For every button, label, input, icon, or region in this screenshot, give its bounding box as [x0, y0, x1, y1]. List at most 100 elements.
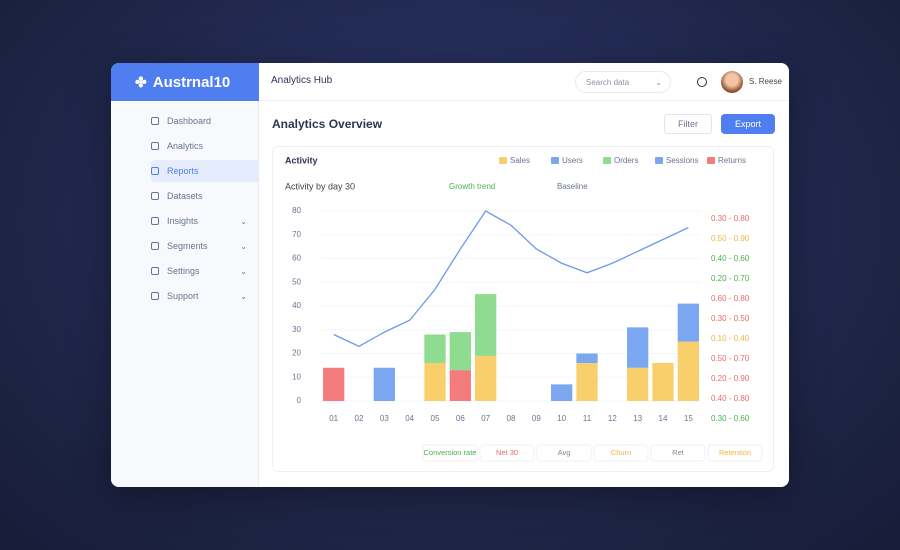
nav-icon	[151, 242, 159, 250]
y-tick-label: 50	[292, 277, 301, 286]
nav-item[interactable]: Insights ⌄	[151, 210, 259, 232]
nav-label: Dashboard	[167, 116, 212, 126]
nav-label: Settings	[167, 266, 200, 276]
y-tick-label: 40	[292, 301, 301, 310]
sidebar: Dashboard Analytics Reports Datasets Insight…	[111, 101, 259, 487]
brand-name: Austrnal10	[152, 73, 231, 91]
bar-segment	[551, 384, 573, 401]
nav-icon	[151, 217, 159, 225]
range-label: 0.40 - 0.60	[711, 254, 750, 263]
y-tick-label: 80	[292, 206, 301, 215]
footer-label: Conversion rate	[424, 448, 477, 457]
legend-swatch	[551, 157, 559, 164]
bar-segment	[677, 303, 699, 342]
nav-label: Reports	[167, 166, 199, 176]
brand-icon: ✤	[135, 73, 147, 90]
bar-segment	[424, 334, 446, 363]
search-placeholder: Search data	[586, 78, 630, 87]
bar-segment	[449, 370, 471, 401]
x-tick-label: 12	[608, 414, 617, 423]
x-tick-label: 10	[557, 414, 566, 423]
search-box[interactable]: Search data ⌄	[575, 71, 671, 93]
footer-pill	[422, 444, 478, 462]
nav-icon	[151, 167, 159, 175]
legend-label: Returns	[718, 156, 746, 165]
nav-label: Analytics	[167, 141, 204, 151]
footer-pill	[707, 444, 763, 462]
footer-label: Net 30	[496, 448, 518, 457]
x-tick-label: 07	[481, 414, 490, 423]
bar-segment	[373, 367, 395, 401]
bar-segment	[449, 332, 471, 371]
nav-chevron: ⌄	[240, 291, 247, 301]
bar-segment	[627, 327, 649, 368]
x-tick-label: 09	[532, 414, 541, 423]
footer-pill	[593, 444, 649, 462]
range-label: 0.50 - 0.90	[711, 234, 750, 243]
bar-segment	[323, 367, 345, 401]
card-title: Activity	[285, 155, 318, 165]
nav-item[interactable]: Analytics	[151, 135, 259, 157]
y-tick-label: 60	[292, 254, 301, 263]
brand[interactable]: ✤ Austrnal10	[111, 63, 259, 101]
nav-icon	[151, 117, 159, 125]
nav-icon	[151, 267, 159, 275]
chart-note: Baseline	[557, 182, 588, 191]
header-title: Analytics Hub	[271, 75, 333, 86]
x-tick-label: 04	[405, 414, 414, 423]
legend-swatch	[499, 157, 507, 164]
range-label: 0.20 - 0.70	[711, 274, 750, 283]
range-label: 0.10 - 0.40	[711, 334, 750, 343]
chart: Activity Activity by day 30 Growth trend Ba…	[285, 155, 763, 462]
nav-item[interactable]: Reports	[151, 160, 259, 182]
nav-item[interactable]: Dashboard	[151, 110, 259, 132]
range-label: 0.60 - 0.80	[711, 294, 750, 303]
nav-item[interactable]: Datasets	[151, 185, 259, 207]
bar-segment	[652, 363, 674, 401]
top-bar: Analytics Hub Search data ⌄ S. Reese	[259, 63, 789, 101]
range-label: 0.40 - 0.80	[711, 394, 750, 403]
x-tick-label: 11	[583, 414, 592, 423]
nav-chevron: ⌄	[240, 216, 247, 226]
nav-chevron: ⌄	[240, 241, 247, 251]
legend-label: Users	[562, 156, 583, 165]
footer-pill	[650, 444, 706, 462]
bar-segment	[576, 363, 598, 401]
footer-pill	[536, 444, 592, 462]
footer-pill	[479, 444, 535, 462]
legend-swatch	[707, 157, 715, 164]
nav-item[interactable]: Settings ⌄	[151, 260, 259, 282]
legend-label: Orders	[614, 156, 638, 165]
x-tick-label: 15	[684, 414, 693, 423]
avatar[interactable]	[721, 71, 743, 93]
card-subtitle: Activity by day 30	[285, 181, 355, 191]
nav-item[interactable]: Segments ⌄	[151, 235, 259, 257]
export-button[interactable]: Export	[721, 114, 775, 134]
nav-item[interactable]: Support ⌄	[151, 285, 259, 307]
y-tick-label: 0	[297, 396, 302, 405]
x-tick-label: 03	[380, 414, 389, 423]
x-tick-label: 14	[659, 414, 668, 423]
app-window: ✤ Austrnal10 Dashboard Analytics Reports Da…	[111, 63, 789, 487]
bar-segment	[677, 341, 699, 401]
footer-label: Avg	[558, 448, 571, 457]
nav-icon	[151, 142, 159, 150]
y-tick-label: 20	[292, 349, 301, 358]
bar-segment	[475, 294, 497, 356]
bar-segment	[424, 363, 446, 401]
range-label: 0.30 - 0.80	[711, 214, 750, 223]
legend-swatch	[603, 157, 611, 164]
x-tick-label: 06	[456, 414, 465, 423]
x-tick-label: 02	[355, 414, 364, 423]
x-tick-label: 01	[329, 414, 338, 423]
nav-chevron: ⌄	[240, 266, 247, 276]
user-name: S. Reese	[749, 77, 782, 86]
y-tick-label: 70	[292, 230, 301, 239]
filter-button[interactable]: Filter	[664, 114, 712, 134]
notification-icon[interactable]	[697, 77, 707, 87]
range-label: 0.30 - 0.60	[711, 414, 750, 423]
x-tick-label: 08	[507, 414, 516, 423]
y-tick-label: 10	[292, 372, 301, 381]
range-label: 0.30 - 0.50	[711, 314, 750, 323]
range-label: 0.50 - 0.70	[711, 354, 750, 363]
